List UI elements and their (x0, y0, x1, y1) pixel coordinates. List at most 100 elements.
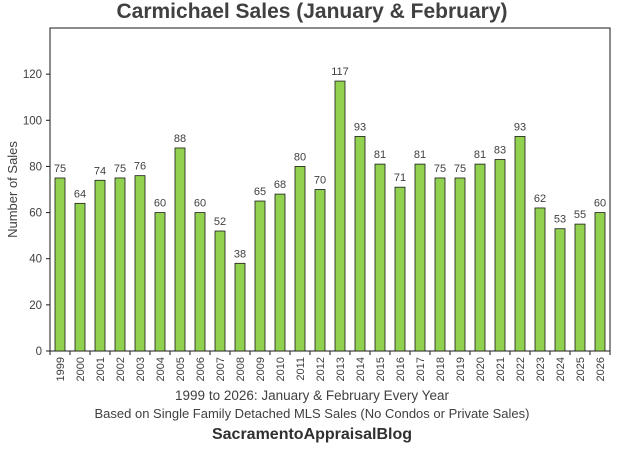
x-tick-label-2002: 2002 (115, 357, 127, 381)
x-tick-label-1999: 1999 (55, 357, 67, 381)
x-tick-labels: 1999 2000 2001 2002 2003 2004 2005 2006 2007 2008… (49, 351, 611, 381)
x-tick-label-2000: 2000 (75, 357, 87, 381)
x-tick-label-2020: 2020 (475, 357, 487, 381)
x-tick-label-2017: 2017 (415, 357, 427, 381)
x-tick-label-2023: 2023 (535, 357, 547, 381)
data-label-2016: 71 (394, 172, 406, 184)
x-tick-label-2018: 2018 (435, 357, 447, 381)
bar-2020 (474, 163, 486, 352)
plot-area (49, 27, 611, 352)
x-tick-label-2021: 2021 (495, 357, 507, 381)
data-label-2008: 38 (234, 248, 246, 260)
bar-2018 (434, 177, 446, 352)
y-ticks: 0 20 40 60 80 100 120 (23, 69, 50, 358)
x-tick-label-2025: 2025 (575, 357, 587, 381)
data-label-2020: 81 (474, 149, 486, 161)
x-tick-label-2001: 2001 (95, 357, 107, 381)
y-tick-label: 60 (29, 208, 42, 220)
bar-2015 (374, 163, 386, 352)
x-axis-caption-line-1: 1999 to 2026: January & February Every Y… (175, 388, 449, 403)
data-label-2012: 70 (314, 175, 326, 187)
bar-2024 (554, 228, 566, 352)
bar-2008 (234, 262, 246, 352)
data-label-2026: 60 (594, 198, 606, 210)
x-tick-label-2022: 2022 (515, 357, 527, 381)
bar-2013 (334, 80, 346, 352)
data-label-2019: 75 (454, 163, 466, 175)
bar-2007 (214, 230, 226, 352)
bar-2011 (294, 166, 306, 352)
x-tick-label-2014: 2014 (355, 357, 367, 381)
data-label-2023: 62 (534, 193, 546, 205)
bar-2026 (594, 212, 606, 352)
bar-2016 (394, 186, 406, 352)
data-label-2024: 53 (554, 214, 566, 226)
x-tick-label-2015: 2015 (375, 357, 387, 381)
y-axis-label-group: Number of Sales (5, 141, 20, 238)
y-tick-label: 120 (23, 69, 42, 81)
x-tick-label-2011: 2011 (295, 357, 307, 381)
data-label-2013: 117 (331, 66, 349, 78)
bar-2019 (454, 177, 466, 352)
data-label-2003: 76 (134, 161, 146, 173)
bar-2014 (354, 136, 366, 352)
bar-2022 (514, 136, 526, 352)
bar-2025 (574, 223, 586, 352)
bar-2023 (534, 207, 546, 352)
x-tick-label-2005: 2005 (175, 357, 187, 381)
data-labels: 75 64 74 75 76 60 88 60 52 38 65 68 80 70 117 93 81 71 81 7… (54, 66, 606, 260)
x-tick-label-2006: 2006 (195, 357, 207, 381)
data-label-2025: 55 (574, 209, 586, 221)
data-label-2010: 68 (274, 179, 286, 191)
y-axis-label: Number of Sales (5, 141, 20, 238)
y-tick-label: 100 (23, 115, 42, 127)
bar-2004 (154, 212, 166, 352)
chart-title: Carmichael Sales (January & February) (116, 0, 508, 23)
x-tick-label-2009: 2009 (255, 357, 267, 381)
x-tick-label-2007: 2007 (215, 357, 227, 381)
bar-2001 (94, 179, 106, 352)
data-label-2017: 81 (414, 149, 426, 161)
bar-2010 (274, 193, 286, 352)
bar-2021 (494, 159, 506, 352)
x-tick-label-2013: 2013 (335, 357, 347, 381)
data-label-2021: 83 (494, 145, 506, 157)
x-tick-label-2003: 2003 (135, 357, 147, 381)
data-label-2001: 74 (94, 165, 106, 177)
data-label-2004: 60 (154, 198, 166, 210)
x-tick-label-2010: 2010 (275, 357, 287, 381)
bar-2002 (114, 177, 126, 352)
data-label-2022: 93 (514, 121, 526, 133)
data-label-2000: 64 (74, 188, 86, 200)
data-label-1999: 75 (54, 163, 66, 175)
y-tick-label: 20 (29, 300, 42, 312)
y-tick-label: 40 (29, 254, 42, 266)
bar-2017 (414, 163, 426, 352)
y-tick-label: 0 (36, 346, 42, 358)
bar-2009 (254, 200, 266, 352)
data-label-2006: 60 (194, 198, 206, 210)
data-label-2011: 80 (294, 151, 306, 163)
bar-1999 (54, 177, 66, 352)
x-tick-label-2012: 2012 (315, 357, 327, 381)
bar-2005 (174, 147, 186, 352)
brand-footer: SacramentoAppraisalBlog (211, 426, 413, 443)
x-tick-label-2016: 2016 (395, 357, 407, 381)
bar-2012 (314, 189, 326, 352)
x-axis-caption-line-2: Based on Single Family Detached MLS Sale… (94, 406, 530, 421)
x-tick-label-2004: 2004 (155, 357, 167, 381)
y-tick-label: 80 (29, 161, 42, 173)
x-tick-label-2008: 2008 (235, 357, 247, 381)
bars (54, 80, 606, 352)
x-tick-label-2019: 2019 (455, 357, 467, 381)
data-label-2015: 81 (374, 149, 386, 161)
x-tick-label-2026: 2026 (595, 357, 607, 381)
data-label-2007: 52 (214, 216, 226, 228)
bar-2000 (74, 202, 86, 352)
data-label-2014: 93 (354, 121, 366, 133)
bar-2006 (194, 212, 206, 352)
x-tick-label-2024: 2024 (555, 357, 567, 381)
data-label-2002: 75 (114, 163, 126, 175)
data-label-2009: 65 (254, 186, 266, 198)
